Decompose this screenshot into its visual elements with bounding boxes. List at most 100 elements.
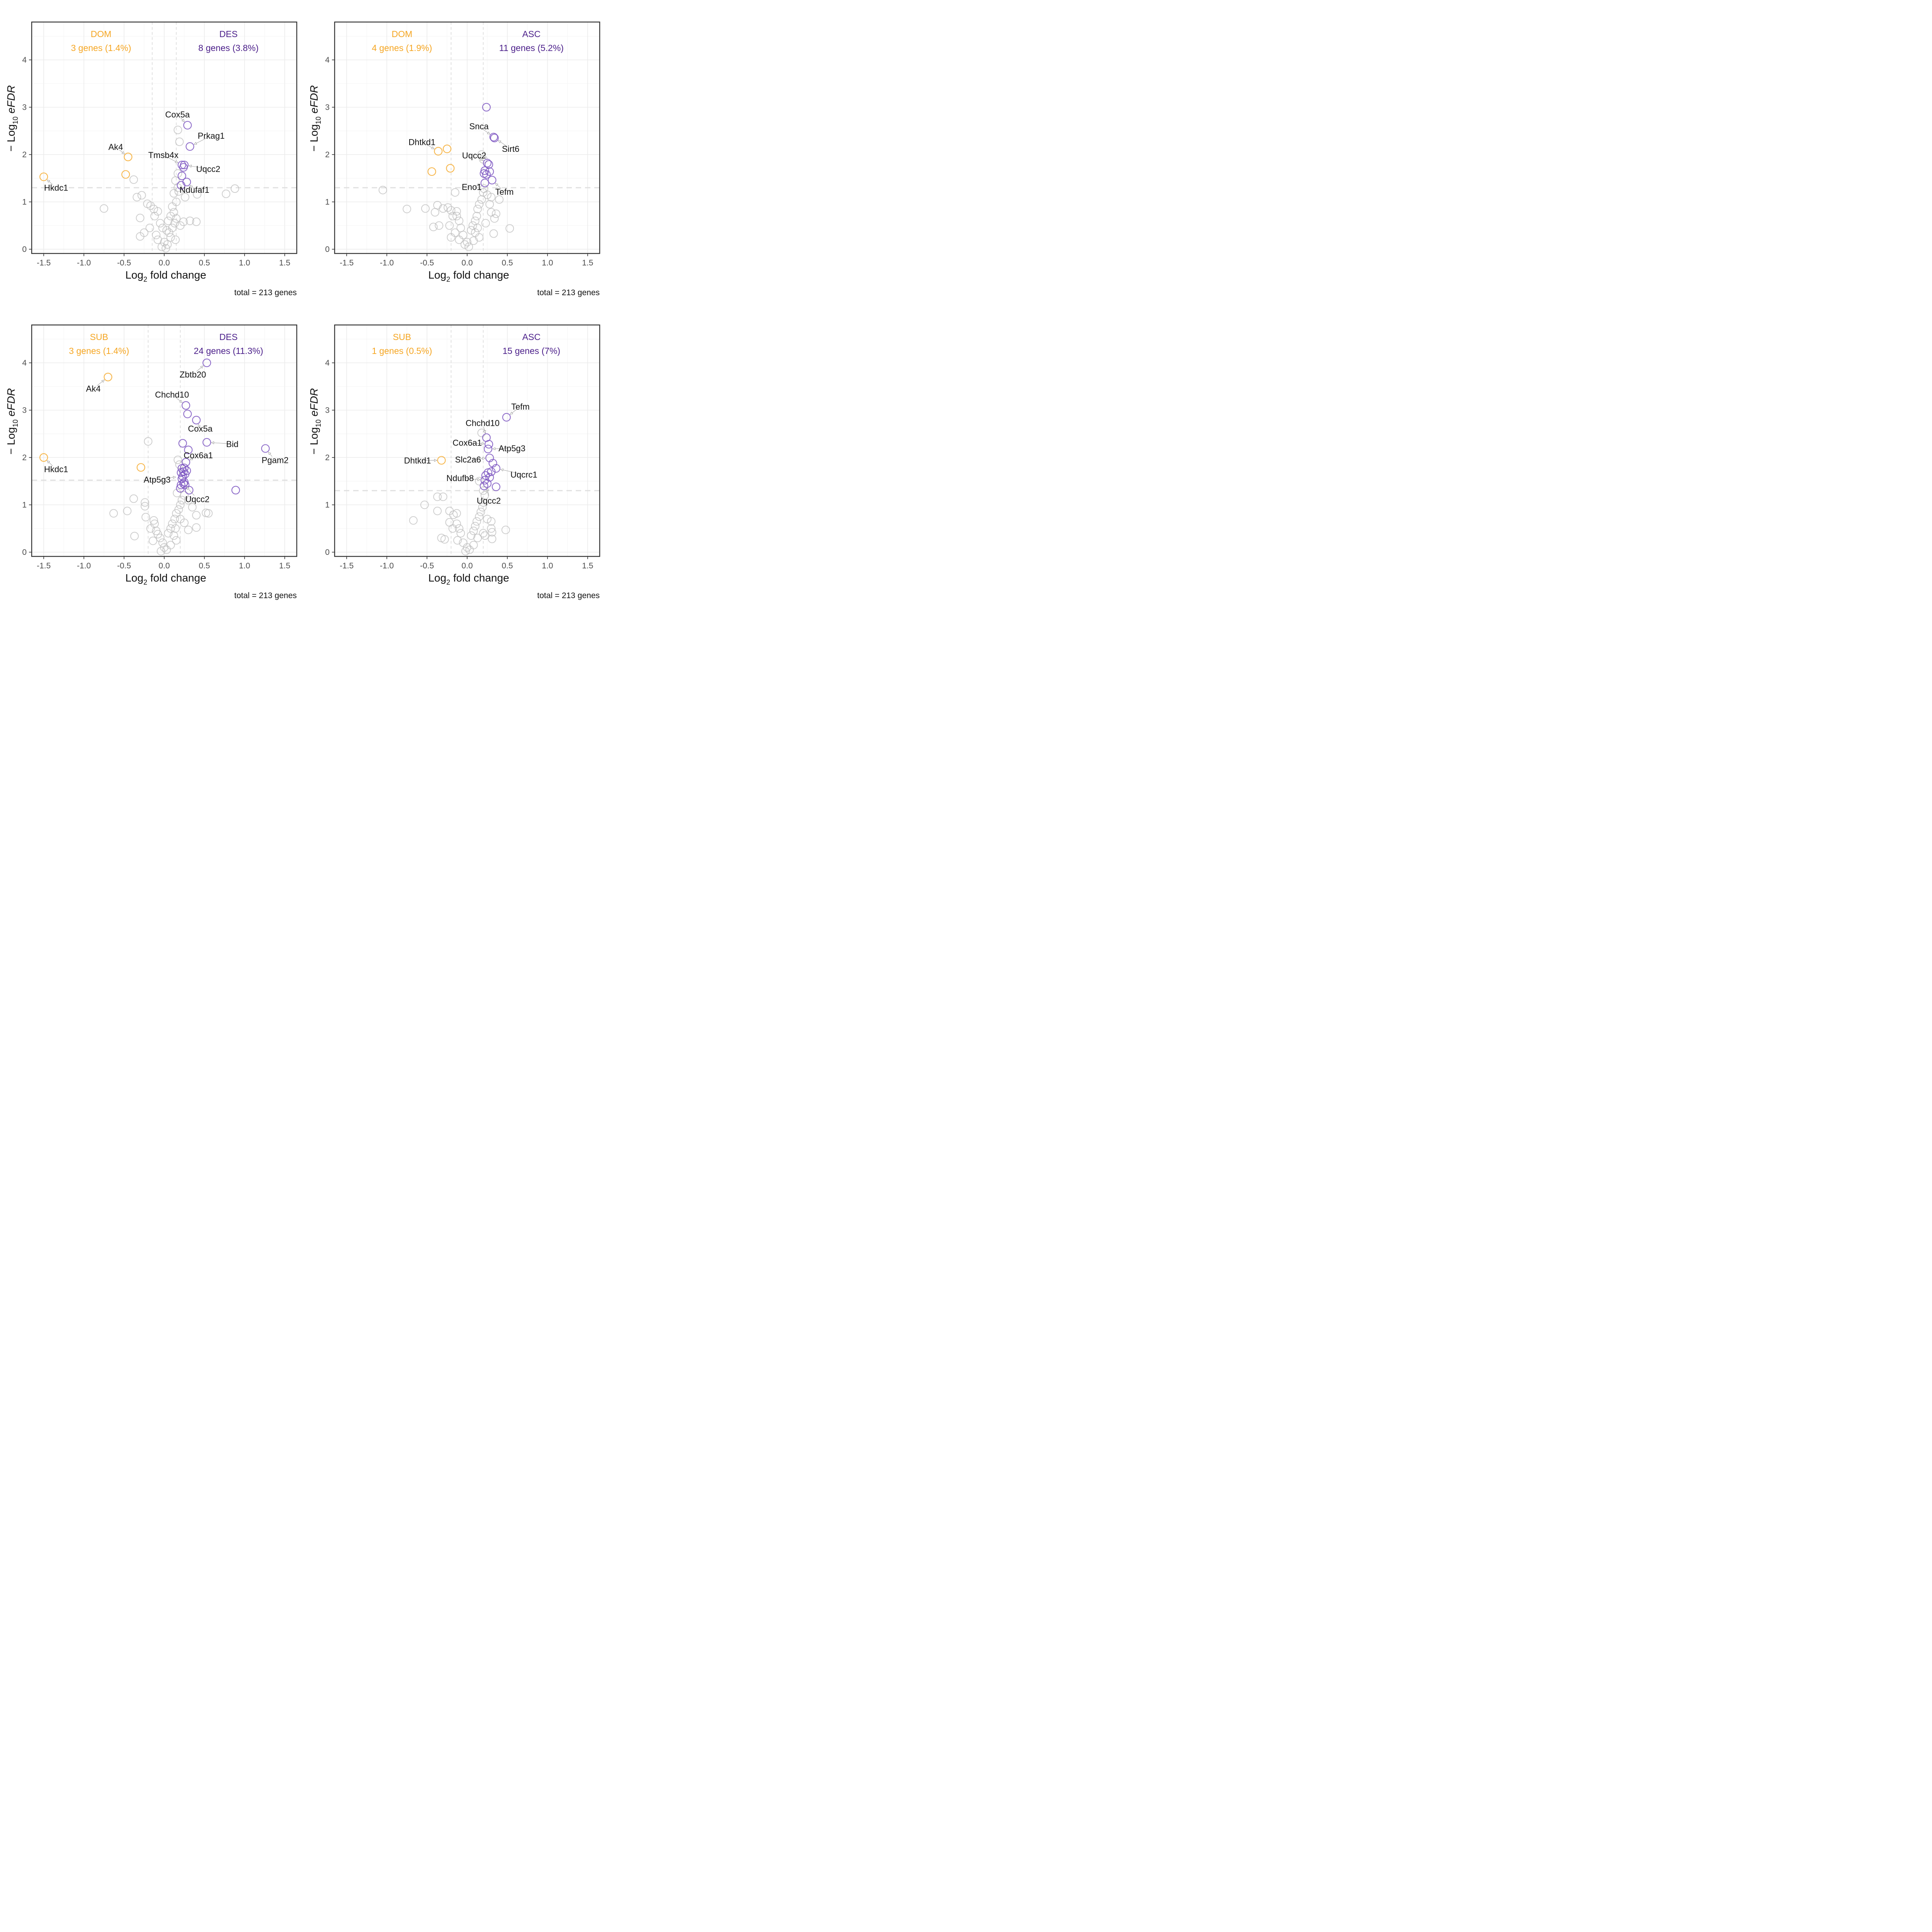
label-arrowhead xyxy=(434,459,437,462)
gene-point-ns xyxy=(166,212,175,221)
label-arrowhead xyxy=(121,151,125,155)
gene-point-ns xyxy=(505,224,514,233)
gene-point-ns xyxy=(476,507,485,516)
gene-point-ns xyxy=(174,187,183,196)
gene-point-ns xyxy=(444,203,452,212)
x-tick-label: 1.5 xyxy=(582,561,593,570)
gene-label: Prkag1 xyxy=(198,131,225,141)
x-tick-label: -1.5 xyxy=(340,259,354,267)
gene-point-ns xyxy=(133,193,141,202)
gene-point-asc xyxy=(488,176,497,185)
gene-point-ns xyxy=(171,524,180,533)
gene-point-ns xyxy=(453,536,462,545)
x-tick-label: 0.5 xyxy=(502,259,513,267)
right-group-count: 15 genes (7%) xyxy=(503,346,561,356)
gene-point-ns xyxy=(471,522,480,531)
gene-label: Ndufaf1 xyxy=(180,185,209,195)
label-arrowhead xyxy=(47,460,50,464)
gene-point-ns xyxy=(475,512,484,521)
gene-point-ns xyxy=(175,137,184,146)
gene-point-ns xyxy=(403,204,412,213)
gene-label: Tefm xyxy=(495,187,514,197)
gene-point-ns xyxy=(473,223,482,232)
label-arrowhead xyxy=(101,379,105,383)
gene-point-asc xyxy=(489,133,498,141)
gene-point-des xyxy=(261,444,270,453)
gene-point-des xyxy=(179,479,188,488)
gene-point-asc xyxy=(485,160,493,169)
label-arrowhead xyxy=(47,179,50,183)
gene-point-ns xyxy=(164,529,173,537)
total-genes-caption: total = 213 genes xyxy=(234,591,297,600)
gene-point-ns xyxy=(452,212,461,221)
gene-point-des xyxy=(185,142,194,151)
left-group-count: 4 genes (1.9%) xyxy=(372,43,432,53)
gene-point-ns xyxy=(409,516,418,525)
x-tick-label: 1.0 xyxy=(239,561,250,570)
y-tick-label: 0 xyxy=(22,548,27,557)
gene-point-ns xyxy=(158,538,167,547)
gene-label: Cox6a1 xyxy=(184,451,213,460)
x-axis-title: Log2 fold change xyxy=(428,269,509,283)
gene-point-ns xyxy=(487,524,496,533)
gene-point-ns xyxy=(168,519,177,528)
gene-label: Chchd10 xyxy=(155,390,189,400)
x-tick-label: -0.5 xyxy=(117,259,131,267)
y-tick-label: 2 xyxy=(22,453,27,462)
y-axis-title: − Log10 eFDR xyxy=(308,388,322,455)
gene-point-ns xyxy=(481,219,490,228)
gene-point-ns xyxy=(168,202,177,211)
x-tick-label: 1.0 xyxy=(542,259,553,267)
label-arrowhead xyxy=(480,158,484,161)
gene-point-asc xyxy=(480,179,489,187)
gene-point-ns xyxy=(130,532,139,541)
gene-point-ns xyxy=(472,517,481,526)
gene-point-ns xyxy=(141,498,150,507)
y-tick-label: 0 xyxy=(22,245,27,254)
gene-point-ns xyxy=(193,190,202,199)
gene-point-ns xyxy=(181,193,190,202)
gene-point-ns xyxy=(420,500,429,509)
gene-point-ns xyxy=(440,535,449,544)
gene-point-ns xyxy=(141,502,150,511)
gene-label: Hkdc1 xyxy=(44,183,68,193)
gene-point-des xyxy=(183,121,192,130)
right-group-name: DES xyxy=(219,332,238,342)
gene-point-ns xyxy=(129,175,138,184)
gene-point-ns xyxy=(429,223,438,231)
gene-point-ns xyxy=(136,214,145,223)
gene-point-ns xyxy=(166,524,175,533)
left-group-name: DOM xyxy=(391,29,412,39)
gene-label: Cox5a xyxy=(188,424,213,434)
gene-point-ns xyxy=(152,231,161,240)
gene-point-dom xyxy=(434,147,443,156)
gene-point-asc xyxy=(502,413,511,422)
y-axis-title: − Log10 eFDR xyxy=(308,85,322,152)
gene-point-ns xyxy=(461,547,470,556)
gene-point-asc xyxy=(480,169,488,178)
label-arrowhead xyxy=(487,131,490,135)
volcano-panel-2: Dhtkd1 Snca Sirt6 Uqcc2 Eno1 Tefm DOM 4 genes (… xyxy=(308,21,600,297)
gene-point-ns xyxy=(489,229,498,238)
gene-point-ns xyxy=(165,228,173,237)
gene-point-ns xyxy=(483,190,492,199)
gene-point-ns xyxy=(439,492,447,501)
x-tick-label: 0.0 xyxy=(461,561,473,570)
gene-point-asc xyxy=(485,167,494,176)
gene-label: Slc2a6 xyxy=(455,455,481,464)
gene-point-sub xyxy=(437,456,446,465)
gene-label: Hkdc1 xyxy=(44,464,68,474)
gene-point-ns xyxy=(488,528,497,537)
gene-point-ns xyxy=(100,204,109,213)
gene-point-ns xyxy=(475,200,484,209)
gene-label: Cox6a1 xyxy=(452,438,482,448)
gene-label: Cox5a xyxy=(165,110,190,119)
y-tick-label: 2 xyxy=(22,150,27,159)
x-tick-label: -0.5 xyxy=(420,561,434,570)
x-tick-label: 0.5 xyxy=(199,259,210,267)
y-tick-label: 1 xyxy=(325,500,330,509)
gene-point-ns xyxy=(430,208,439,217)
label-arrowhead xyxy=(181,119,185,122)
label-leader-line xyxy=(500,469,520,474)
gene-point-ns xyxy=(176,221,185,230)
